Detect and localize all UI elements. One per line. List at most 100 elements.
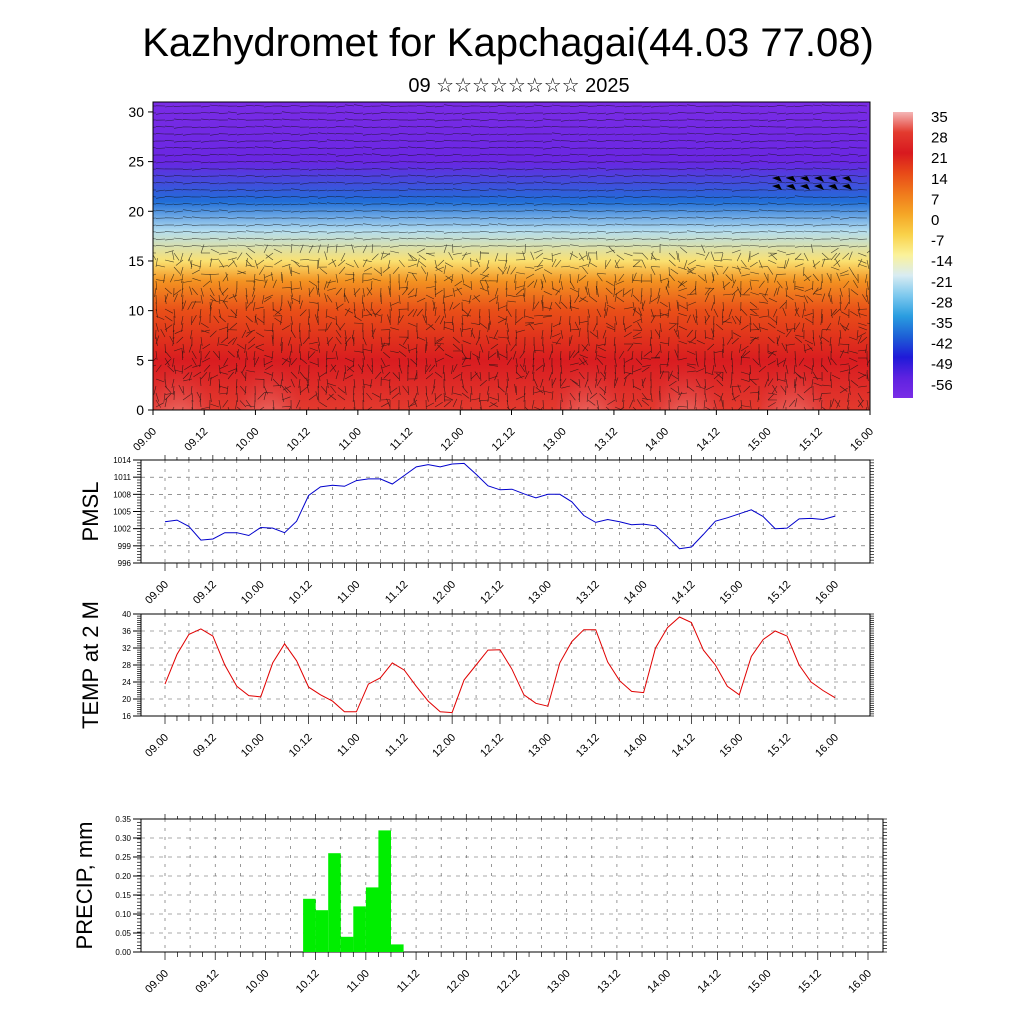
precip-bar [391, 944, 404, 952]
xtick-label: 16.00 [846, 968, 874, 996]
precip-bar [315, 910, 329, 952]
heatmap-ytick-label: 15 [128, 253, 144, 269]
heatmap-xtick-label: 12.12 [490, 426, 518, 454]
xtick-label: 13.12 [595, 968, 623, 996]
warm-plume [236, 340, 301, 410]
heatmap-ytick-label: 0 [136, 402, 144, 418]
ytick-label: 1002 [113, 525, 131, 534]
ytick-label: 1014 [113, 456, 131, 465]
xtick-label: 09.12 [193, 968, 221, 996]
ytick-label: 0.10 [115, 910, 131, 919]
xtick-label: 10.00 [239, 579, 267, 607]
axis-ticks [137, 814, 887, 960]
heatmap-xtick-label: 13.00 [541, 426, 569, 454]
ytick-label: 0.20 [115, 872, 131, 881]
precip-bar [340, 936, 354, 952]
xtick-label: 14.12 [696, 968, 724, 996]
wind-barb-marker [772, 176, 782, 190]
heatmap-xtick-label: 11.12 [388, 426, 415, 453]
heatmap-xtick-label: 16.00 [848, 426, 876, 454]
ytick-label: 0.15 [115, 891, 131, 900]
ytick-label: 1005 [113, 508, 131, 517]
heatmap-xtick-label: 11.00 [337, 426, 364, 453]
xtick-label: 15.00 [746, 968, 774, 996]
heatmap-xtick-label: 15.12 [797, 426, 825, 454]
precip-bar [365, 887, 379, 952]
wind-barb-marker [828, 176, 838, 190]
ytick-label: 36 [122, 627, 131, 636]
xtick-label: 14.12 [670, 579, 698, 607]
ytick-label: 1011 [114, 473, 132, 482]
ytick-label: 28 [122, 661, 131, 670]
colorbar-ramp [893, 112, 913, 398]
precipitation-chart: 0.00 0.05 0.10 0.15 0.20 0.25 0.30 0.35 09.00 09.… [72, 814, 887, 996]
wind-barb-marker [842, 176, 852, 190]
xtick-label: 11.12 [383, 579, 410, 606]
xtick-label: 11.00 [335, 579, 362, 606]
axis-ticks [137, 455, 874, 571]
xtick-label: 11.00 [335, 732, 362, 759]
colorbar-label: 35 [931, 109, 948, 126]
pmsl-series-line [164, 462, 836, 550]
grid [141, 819, 883, 952]
colorbar-label: 14 [931, 171, 948, 188]
heatmap-xtick-label: 14.00 [643, 426, 671, 454]
heatmap-xtick-label: 10.00 [234, 426, 262, 454]
xtick-label: 11.12 [395, 968, 422, 995]
xtick-label: 14.00 [622, 579, 650, 607]
heatmap-xtick-label: 15.00 [746, 426, 774, 454]
warm-plume [654, 340, 719, 410]
xtick-label: 09.12 [191, 579, 219, 607]
figure-title: Kazhydromet for Kapchagai(44.03 77.08) [142, 21, 874, 65]
xtick-label: 15.00 [717, 732, 745, 760]
xtick-label: 09.00 [143, 968, 171, 996]
xtick-label: 10.12 [287, 579, 315, 607]
xtick-label: 15.12 [796, 968, 824, 996]
ytick-label: 0.25 [115, 853, 131, 862]
heatmap-xtick-label: 13.12 [592, 426, 620, 454]
xtick-label: 14.12 [670, 732, 698, 760]
xtick-label: 13.12 [574, 732, 602, 760]
colorbar: 35 28 21 14 7 0 -7 -14 -21 -28 -35 -42 -49 -56 [893, 109, 953, 398]
wind-barb-marker [814, 176, 824, 190]
xtick-label: 13.00 [545, 968, 573, 996]
xtick-label: 15.12 [765, 732, 793, 760]
xtick-label: 16.00 [813, 732, 841, 760]
ytick-label: 0.05 [115, 929, 131, 938]
heatmap-xtick-label: 10.12 [285, 426, 313, 454]
colorbar-label: -42 [931, 336, 953, 353]
xtick-label: 15.00 [717, 579, 745, 607]
xtick-label: 11.12 [383, 732, 410, 759]
heatmap-xtick-label: 12.00 [438, 426, 466, 454]
xtick-label: 10.00 [244, 968, 272, 996]
colorbar-label: -21 [931, 274, 953, 291]
heatmap-xtick-label: 14.12 [695, 426, 723, 454]
ytick-label: 0.00 [115, 948, 131, 957]
colorbar-label: 28 [931, 130, 948, 147]
xtick-label: 09.00 [143, 732, 171, 760]
colorbar-label: -49 [931, 356, 953, 373]
ytick-label: 16 [122, 712, 131, 721]
grid [141, 614, 870, 716]
heatmap-ytick-label: 30 [128, 104, 144, 120]
xtick-label: 12.00 [430, 732, 458, 760]
ytick-label: 0.35 [115, 815, 131, 824]
heatmap-ytick-label: 20 [128, 203, 144, 219]
ytick-label: 999 [118, 542, 132, 551]
xtick-label: 15.12 [765, 579, 793, 607]
xtick-label: 12.00 [430, 579, 458, 607]
colorbar-label: -56 [931, 377, 953, 394]
ytick-label: 0.30 [115, 834, 131, 843]
wind-barb-marker [786, 176, 796, 190]
precip-bar [353, 906, 366, 952]
xtick-label: 10.12 [294, 968, 322, 996]
colorbar-label: -28 [931, 294, 953, 311]
heatmap-xtick-label: 09.12 [182, 426, 210, 454]
heatmap-ytick-label: 25 [128, 154, 144, 170]
temperature-series-line [164, 616, 836, 714]
colorbar-label: -14 [931, 253, 953, 270]
ytick-label: 1008 [113, 490, 131, 499]
xtick-label: 11.00 [345, 968, 372, 995]
xtick-label: 14.00 [645, 968, 673, 996]
